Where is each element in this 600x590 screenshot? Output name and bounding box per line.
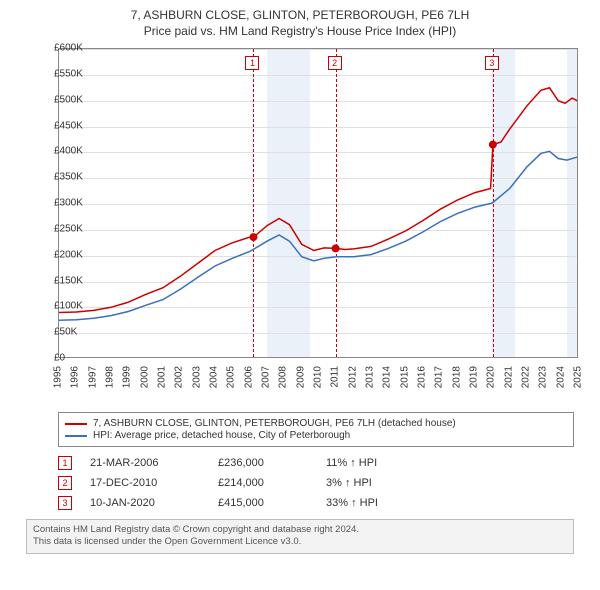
event-number: 2 [58,476,72,490]
x-tick-label: 2007 [261,366,272,388]
x-tick-label: 1998 [105,366,116,388]
x-tick-label: 2000 [139,366,150,388]
x-tick-label: 2006 [243,366,254,388]
x-tick-label: 2014 [382,366,393,388]
event-marker: 1 [245,56,259,70]
x-tick-label: 2024 [555,366,566,388]
x-tick-label: 2002 [174,366,185,388]
x-tick-label: 1997 [87,366,98,388]
x-tick-label: 2017 [434,366,445,388]
x-tick-label: 1995 [53,366,64,388]
y-tick-label: £250K [54,223,58,234]
y-tick-label: £50K [54,327,58,338]
x-tick-label: 2019 [469,366,480,388]
series-hpi [59,151,578,320]
legend-item: 7, ASHBURN CLOSE, GLINTON, PETERBOROUGH,… [65,418,567,429]
line-chart-svg [59,49,578,358]
y-tick-label: £600K [54,43,58,54]
x-tick-label: 2005 [226,366,237,388]
event-price: £236,000 [218,457,308,469]
legend-label: 7, ASHBURN CLOSE, GLINTON, PETERBOROUGH,… [93,418,456,429]
x-tick-label: 2009 [295,366,306,388]
x-tick-label: 2016 [417,366,428,388]
x-tick-label: 2003 [191,366,202,388]
footer-line-2: This data is licensed under the Open Gov… [33,536,567,548]
y-tick-label: £550K [54,68,58,79]
event-date: 10-JAN-2020 [90,497,200,509]
x-tick-label: 2010 [313,366,324,388]
x-tick-label: 1999 [122,366,133,388]
legend-swatch [65,435,87,437]
footer-line-1: Contains HM Land Registry data © Crown c… [33,524,567,536]
y-tick-label: £300K [54,198,58,209]
y-tick-label: £450K [54,120,58,131]
x-tick-label: 2015 [399,366,410,388]
x-tick-label: 1996 [70,366,81,388]
event-number: 1 [58,456,72,470]
sale-point [332,244,340,252]
y-tick-label: £0 [54,353,58,364]
x-tick-label: 2004 [209,366,220,388]
x-tick-label: 2008 [278,366,289,388]
x-tick-label: 2021 [503,366,514,388]
event-date: 17-DEC-2010 [90,477,200,489]
event-diff: 33% ↑ HPI [326,497,378,509]
legend-label: HPI: Average price, detached house, City… [93,430,350,441]
y-tick-label: £200K [54,249,58,260]
event-diff: 3% ↑ HPI [326,477,372,489]
event-row: 2 17-DEC-2010 £214,000 3% ↑ HPI [58,473,574,493]
chart-title: 7, ASHBURN CLOSE, GLINTON, PETERBOROUGH,… [12,8,588,22]
event-marker: 3 [485,56,499,70]
legend-swatch [65,423,87,425]
events-table: 1 21-MAR-2006 £236,000 11% ↑ HPI 2 17-DEC-201… [58,453,574,513]
chart-container: 7, ASHBURN CLOSE, GLINTON, PETERBOROUGH,… [0,0,600,566]
event-date: 21-MAR-2006 [90,457,200,469]
x-tick-label: 2011 [330,366,341,388]
series-property [59,88,578,313]
attribution-footer: Contains HM Land Registry data © Crown c… [26,519,574,554]
x-tick-label: 2001 [157,366,168,388]
legend-item: HPI: Average price, detached house, City… [65,430,567,441]
event-marker: 2 [328,56,342,70]
event-row: 1 21-MAR-2006 £236,000 11% ↑ HPI [58,453,574,473]
legend-box: 7, ASHBURN CLOSE, GLINTON, PETERBOROUGH,… [58,412,574,447]
chart-area: £0 £50K £100K £150K £200K £250K £300K £350K £400… [12,44,588,404]
y-tick-label: £100K [54,301,58,312]
chart-subtitle: Price paid vs. HM Land Registry's House … [12,24,588,38]
event-price: £415,000 [218,497,308,509]
event-diff: 11% ↑ HPI [326,457,377,469]
x-tick-label: 2022 [521,366,532,388]
x-tick-label: 2012 [347,366,358,388]
y-tick-label: £400K [54,146,58,157]
x-tick-label: 2013 [365,366,376,388]
sale-point [249,233,257,241]
event-number: 3 [58,496,72,510]
x-tick-label: 2020 [486,366,497,388]
plot-box [58,48,578,358]
x-tick-label: 2025 [573,366,584,388]
x-tick-label: 2018 [451,366,462,388]
x-tick-label: 2023 [538,366,549,388]
y-tick-label: £150K [54,275,58,286]
y-tick-label: £500K [54,94,58,105]
y-tick-label: £350K [54,172,58,183]
sale-point [489,141,497,149]
event-row: 3 10-JAN-2020 £415,000 33% ↑ HPI [58,493,574,513]
event-price: £214,000 [218,477,308,489]
